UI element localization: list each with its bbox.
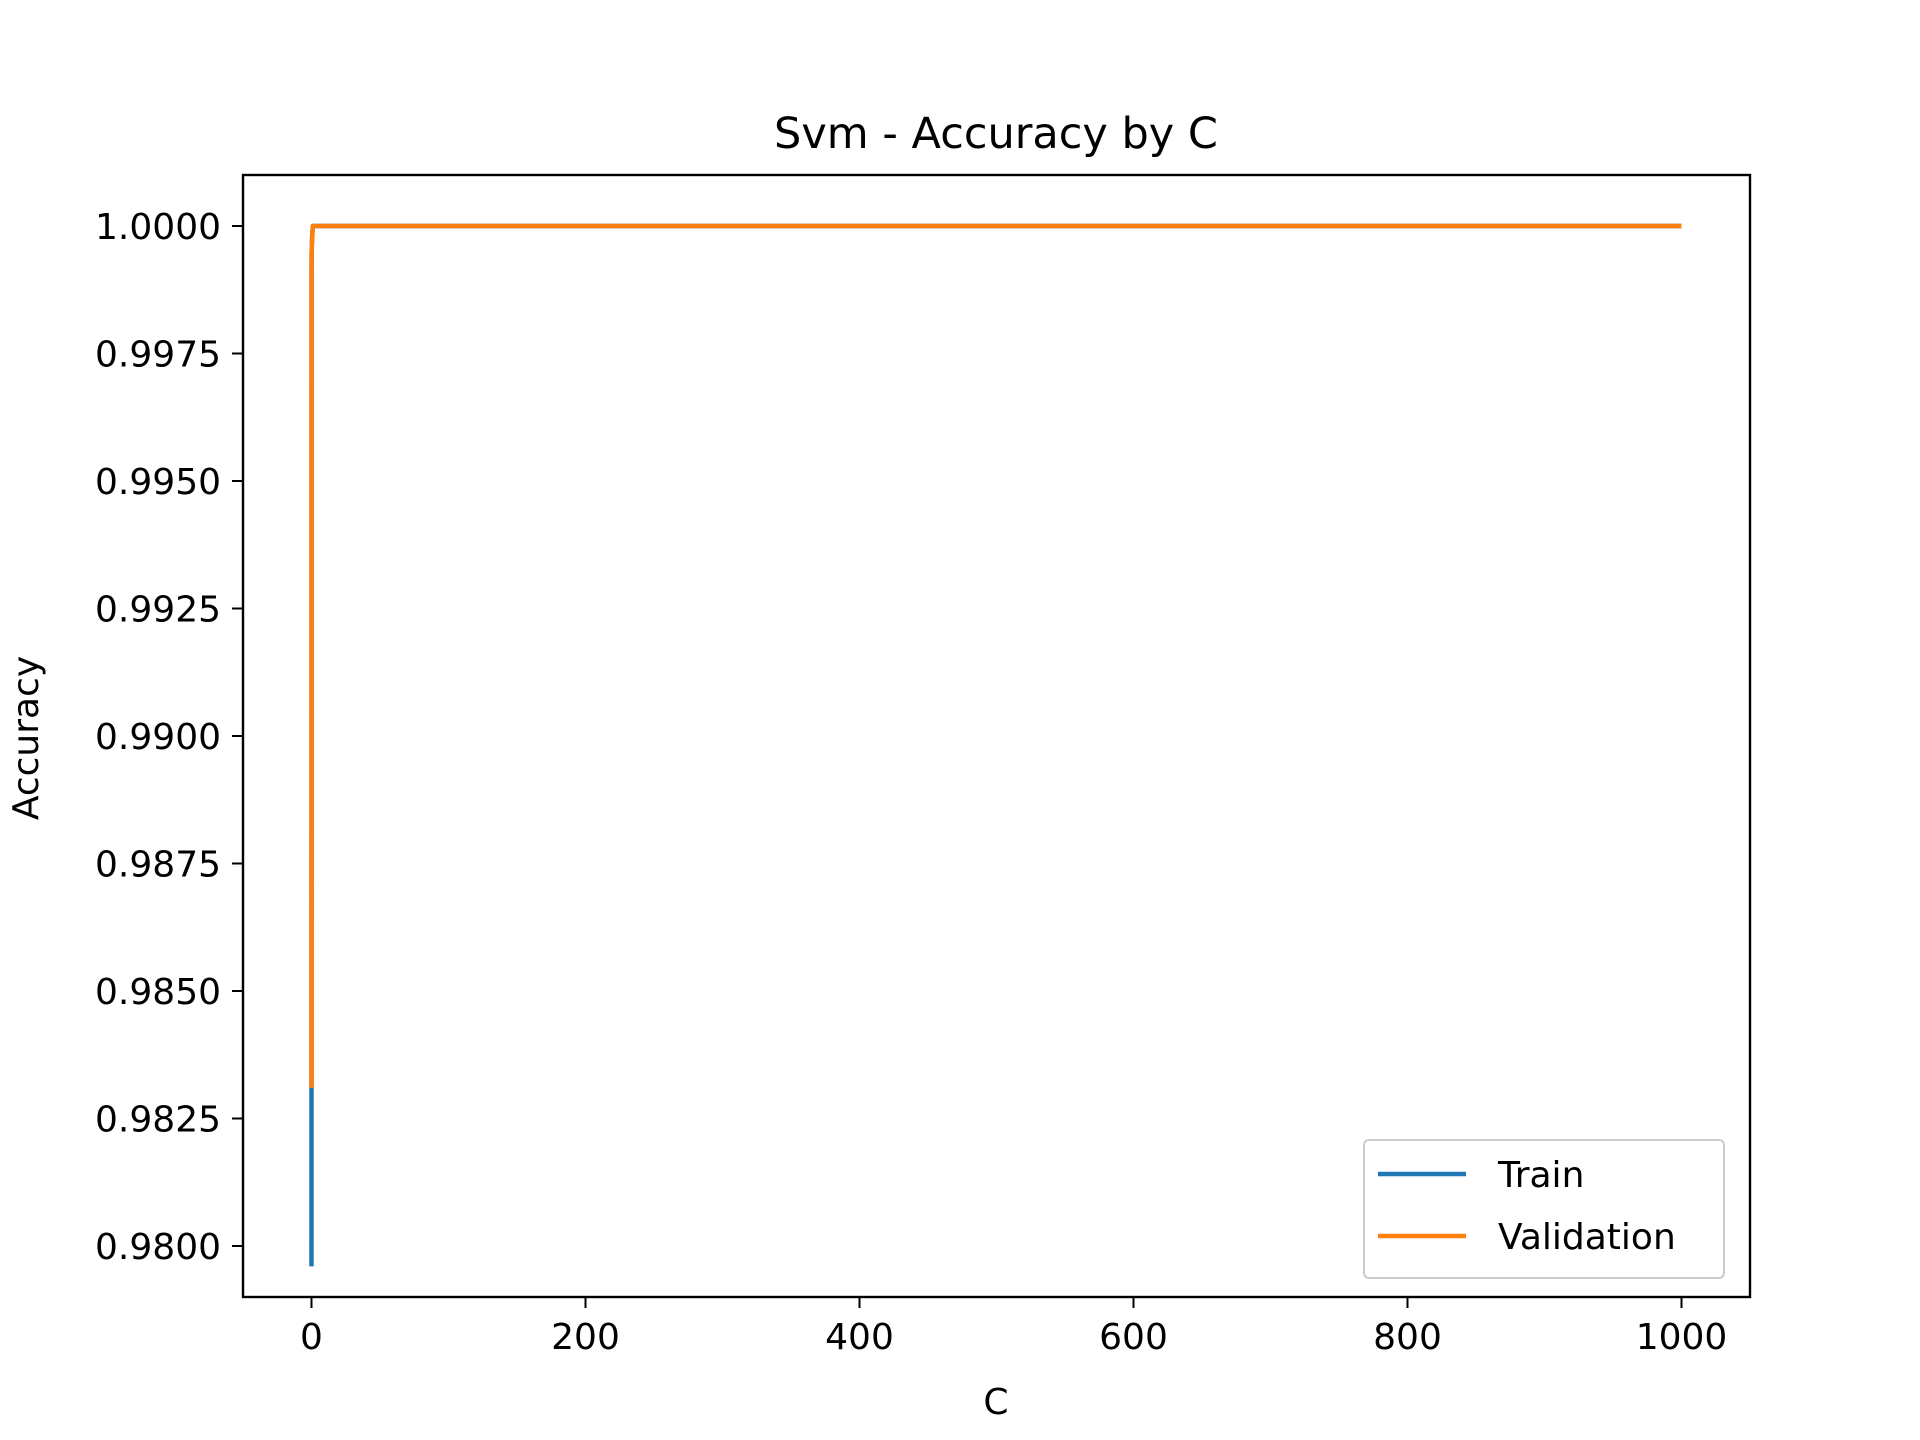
y-tick-label: 0.9950 — [95, 462, 221, 503]
x-tick-label: 400 — [825, 1317, 894, 1358]
axes-frame — [241, 173, 1752, 1299]
y-tick-label: 0.9925 — [95, 590, 221, 631]
x-axis: 0 200 400 600 800 1000 — [300, 1297, 1727, 1358]
y-axis: 0.9800 0.9825 0.9850 0.9875 0.9900 0.9925 0.99… — [95, 207, 243, 1268]
y-axis-label: Accuracy — [6, 656, 47, 820]
legend: Train Validation — [1363, 1139, 1725, 1279]
y-tick-label: 0.9875 — [95, 845, 221, 886]
legend-label-validation: Validation — [1498, 1217, 1676, 1258]
x-axis-label: C — [983, 1382, 1008, 1423]
legend-label-train: Train — [1497, 1155, 1584, 1196]
x-tick-label: 200 — [551, 1317, 620, 1358]
series-line-validation — [309, 223, 1682, 1088]
x-tick-label: 600 — [1099, 1317, 1168, 1358]
y-tick-label: 0.9975 — [95, 335, 221, 376]
x-tick-label: 800 — [1373, 1317, 1442, 1358]
y-tick-label: 0.9900 — [95, 717, 221, 758]
y-tick-label: 1.0000 — [95, 207, 221, 248]
plot-area — [309, 223, 1682, 1267]
x-tick-label: 0 — [300, 1317, 323, 1358]
y-tick-label: 0.9800 — [95, 1227, 221, 1268]
chart-title: Svm - Accuracy by C — [774, 109, 1218, 159]
y-tick-label: 0.9850 — [95, 972, 221, 1013]
x-tick-label: 1000 — [1636, 1317, 1728, 1358]
y-tick-label: 0.9825 — [95, 1100, 221, 1141]
